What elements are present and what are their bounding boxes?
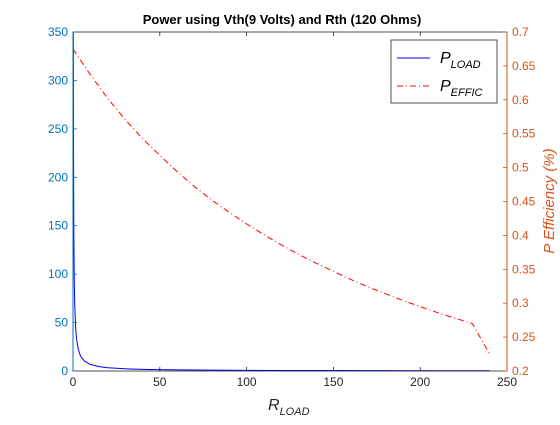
y-right-tick-label: 0.6 [512,93,529,107]
y-right-tick-label: 0.45 [512,195,536,209]
x-axis-label-sub: LOAD [280,406,310,418]
y-right-tick-label: 0.5 [512,161,529,175]
y-left-tick-label: 100 [48,267,68,281]
legend-label-p-load-sub: LOAD [451,59,481,71]
legend: PLOAD PEFFIC [390,39,498,104]
y-right-tick-label: 0.55 [512,127,536,141]
series-layer [72,32,491,372]
legend-label-p-load-main: P [440,50,451,67]
y-left-tick-label: 150 [48,219,68,233]
x-tick-label: 50 [153,375,167,389]
legend-label-p-effic: PEFFIC [440,78,483,99]
x-tick-label: 200 [410,375,430,389]
x-tick-label: 250 [497,375,517,389]
x-axis-label: RLOAD [268,397,310,418]
series-line-p-load [72,32,490,372]
y-left-tick-label: 50 [55,316,69,330]
y-right-tick-label: 0.7 [512,25,529,39]
ticks-layer: 0 50 100 150 200 250 0 50 100 150 200 250 300 350 0.2 0… [48,25,536,389]
legend-label-p-effic-sub: EFFIC [451,87,483,99]
series-line-p-effic [72,48,491,355]
x-tick-label: 150 [323,375,343,389]
legend-box [390,39,498,104]
y-right-tick-label: 0.3 [512,296,529,310]
right-y-axis-label: P Efficiency (%) [541,148,558,253]
y-left-tick-label: 0 [61,364,68,378]
y-left-tick-label: 350 [48,25,68,39]
x-tick-label: 0 [70,375,77,389]
x-tick-label: 100 [237,375,257,389]
chart-title: Power using Vth(9 Volts) and Rth (120 Oh… [143,12,422,27]
y-right-tick-label: 0.2 [512,364,529,378]
legend-label-p-load: PLOAD [440,50,481,71]
y-left-tick-label: 250 [48,122,68,136]
x-axis-label-main: R [268,397,280,414]
y-left-tick-label: 300 [48,73,68,87]
legend-label-p-effic-main: P [440,78,451,95]
y-right-tick-label: 0.65 [512,59,536,73]
y-right-tick-label: 0.35 [512,262,536,276]
y-left-tick-label: 200 [48,170,68,184]
y-right-tick-label: 0.4 [512,228,529,242]
y-right-tick-label: 0.25 [512,330,536,344]
